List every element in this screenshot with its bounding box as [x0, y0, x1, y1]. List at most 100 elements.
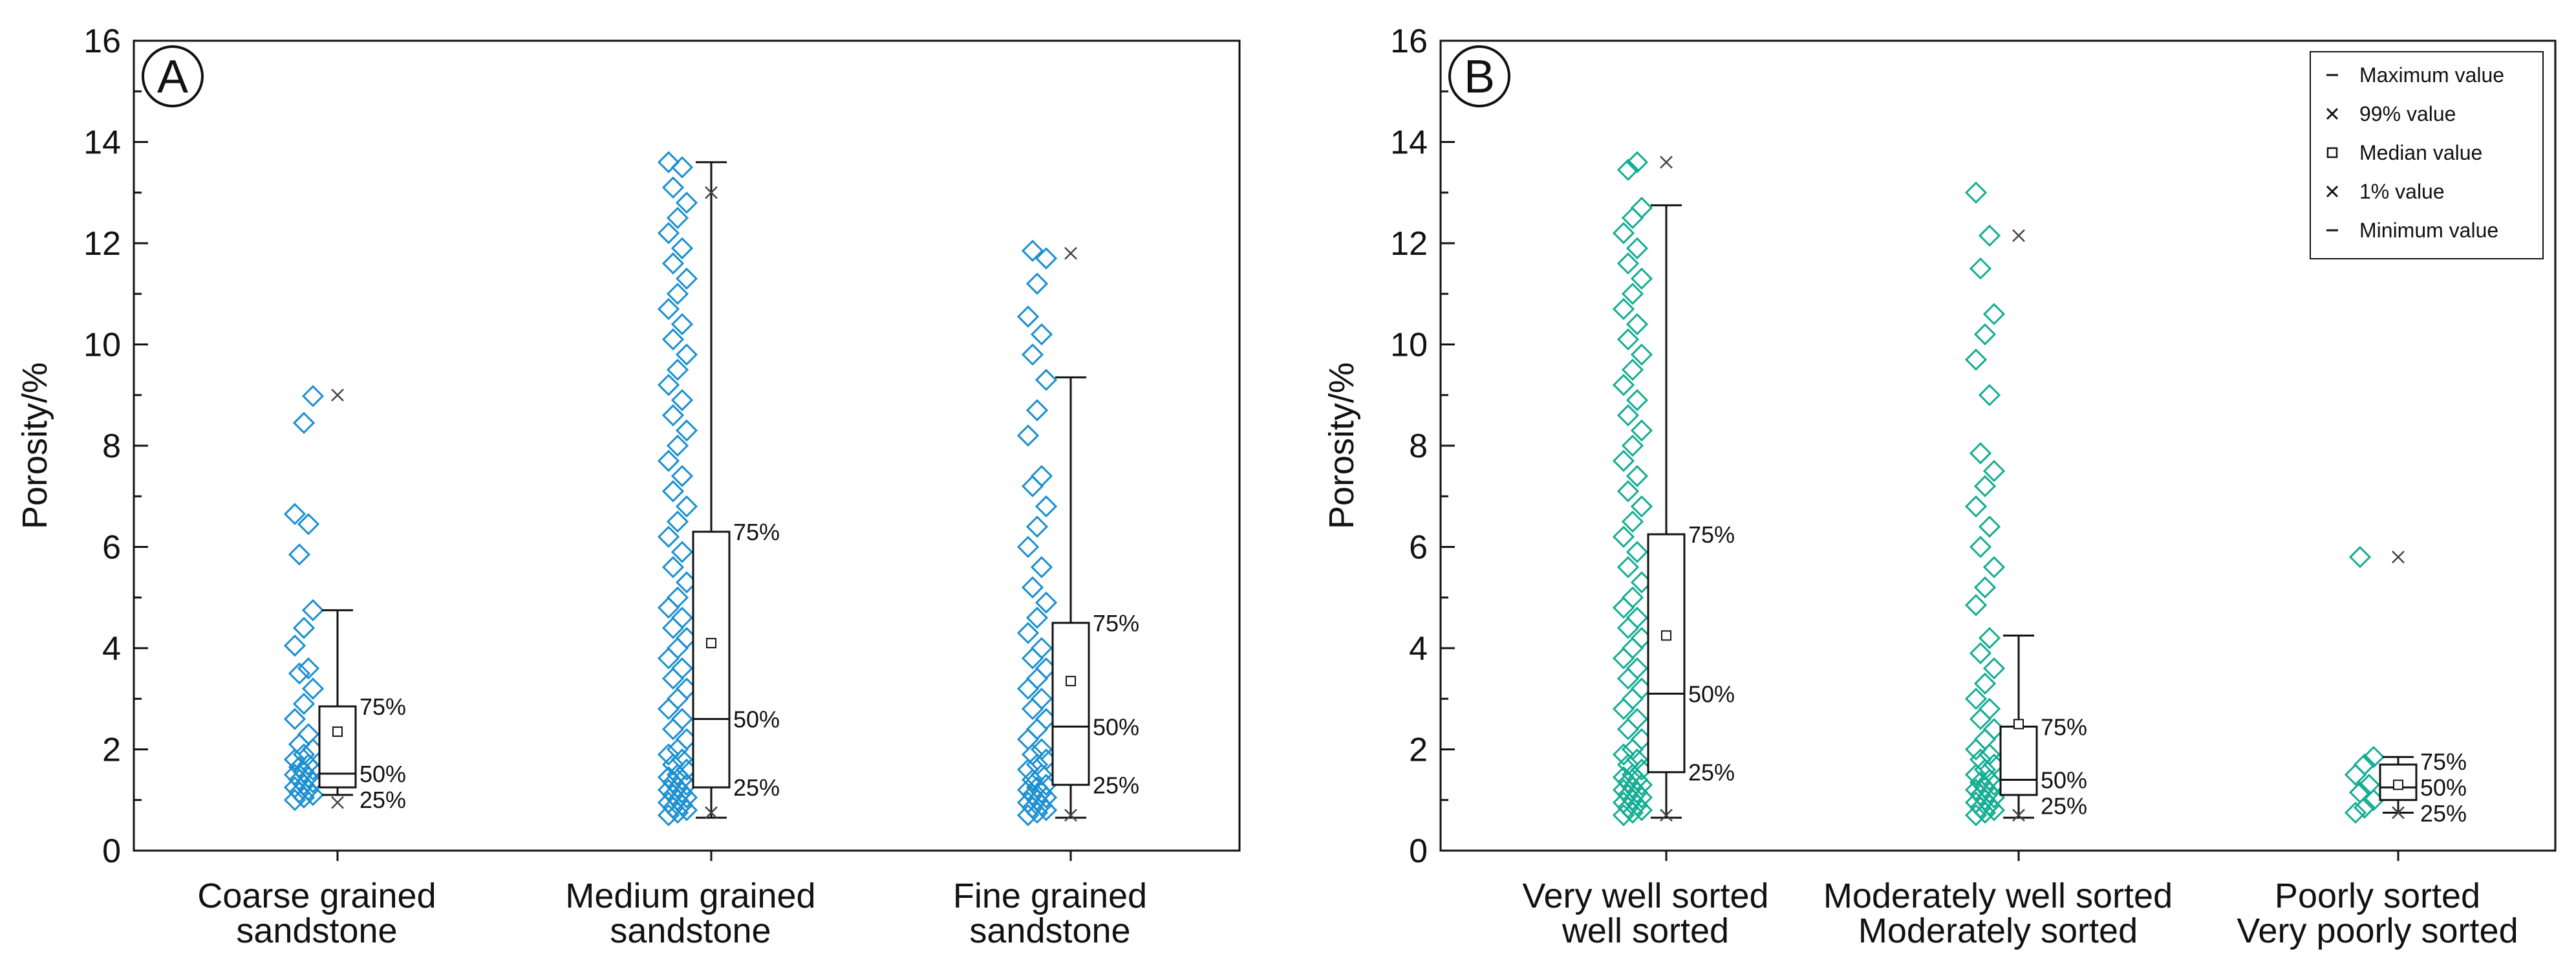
data-point: [657, 151, 680, 173]
data-point: [1612, 743, 1635, 766]
data-point: [1616, 783, 1640, 807]
data-point: [1969, 442, 1992, 464]
data-point: [1030, 781, 1053, 804]
data-point: [301, 599, 325, 622]
x-tick-label: sandstone: [969, 911, 1130, 950]
data-point: [1626, 606, 1649, 629]
data-point: [1025, 516, 1049, 538]
x-tick-label: sandstone: [610, 911, 771, 950]
data-point: [283, 634, 306, 657]
data-point: [1978, 224, 2001, 247]
data-point: [657, 450, 680, 472]
data-point: [1982, 303, 2006, 325]
x-tick-label: Moderately sorted: [1858, 911, 2138, 950]
data-point: [1969, 257, 1992, 280]
legend-label: Median value: [2359, 141, 2482, 164]
y-tick-label: 16: [1390, 23, 1428, 60]
p99-cross: [1660, 155, 1673, 169]
median-value-marker: [1066, 675, 1076, 686]
data-point: [671, 313, 694, 336]
data-point: [1621, 434, 1644, 457]
p1-cross: [1064, 809, 1077, 822]
data-point: [1964, 688, 1988, 710]
data-point: [1025, 718, 1049, 741]
data-point: [1621, 283, 1644, 305]
data-point: [1016, 305, 1040, 328]
percentile-label: 25%: [2420, 800, 2467, 827]
data-point: [283, 503, 306, 525]
data-point: [1612, 791, 1635, 814]
data-point: [1964, 181, 1988, 204]
y-tick-label: 6: [102, 529, 121, 567]
panel-label: B: [1464, 51, 1495, 103]
p99-cross: [331, 388, 344, 402]
data-point: [2348, 546, 2372, 569]
data-point: [661, 328, 685, 351]
data-point: [666, 206, 689, 229]
percentile-label: 75%: [733, 519, 780, 545]
data-point: [1982, 556, 2006, 578]
data-point: [666, 434, 689, 457]
iqr-box: [692, 530, 731, 789]
percentile-label: 75%: [1093, 610, 1139, 637]
data-point: [1973, 672, 1997, 695]
data-point: [1035, 369, 1058, 391]
x-tick-label: Coarse grained: [197, 877, 436, 915]
y-tick-label: 0: [1409, 833, 1428, 870]
legend-label: 1% value: [2359, 180, 2445, 203]
data-point: [1016, 804, 1040, 827]
panel-label-badge: [1448, 45, 1510, 107]
panel-label-badge: [142, 45, 204, 107]
y-tick-label: 12: [83, 225, 121, 263]
data-point: [1612, 373, 1635, 397]
data-point: [1969, 796, 1992, 819]
data-point: [1025, 399, 1049, 422]
data-point: [1626, 657, 1649, 680]
data-point: [661, 404, 685, 427]
p1-cross: [2392, 806, 2405, 820]
data-point: [2344, 801, 2367, 824]
data-point: [657, 373, 680, 397]
data-point: [671, 708, 694, 730]
data-point: [1030, 323, 1053, 345]
data-point: [1621, 586, 1644, 609]
data-point: [1969, 536, 1992, 558]
x-tick-label: Medium grained: [565, 877, 815, 915]
data-point: [1626, 541, 1649, 563]
data-point: [1016, 424, 1040, 447]
y-tick-label: 14: [83, 124, 121, 162]
data-point: [1030, 637, 1053, 660]
data-point: [657, 298, 680, 320]
data-point: [675, 419, 698, 442]
data-point: [1621, 688, 1644, 710]
data-point: [671, 657, 694, 680]
data-point: [661, 556, 685, 578]
data-point: [661, 176, 685, 199]
data-point: [297, 657, 320, 680]
data-point: [671, 606, 694, 629]
data-point: [1025, 272, 1049, 295]
data-point: [1969, 642, 1992, 664]
percentile-label: 50%: [2041, 767, 2087, 793]
data-point: [1964, 495, 1988, 518]
data-point: [1612, 804, 1635, 827]
data-point: [292, 761, 316, 783]
y-tick-label: 10: [1390, 327, 1428, 364]
data-point: [292, 692, 316, 715]
percentile-label: 75%: [2041, 713, 2087, 740]
data-point: [657, 222, 680, 245]
data-point: [1021, 796, 1044, 819]
p99-cross: [705, 186, 718, 199]
data-point: [1978, 627, 2001, 649]
y-axis-title: Porosity/%: [1322, 362, 1361, 529]
p1-cross: [705, 806, 718, 820]
data-point: [1630, 419, 1653, 442]
data-point: [675, 343, 698, 366]
data-point: [2353, 796, 2376, 819]
data-point: [1035, 591, 1058, 614]
data-point: [666, 510, 689, 533]
